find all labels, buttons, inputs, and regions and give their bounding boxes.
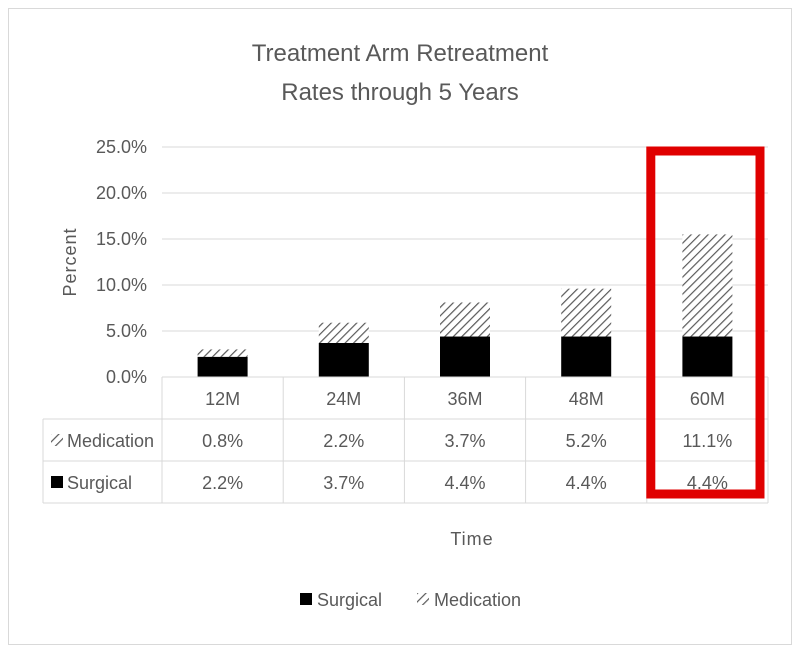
- table-row-header: Surgical: [67, 473, 132, 493]
- chart-title-line-1: Treatment Arm Retreatment: [252, 40, 549, 67]
- legend: Surgical Medication: [300, 590, 521, 610]
- x-category-label: 36M: [447, 389, 482, 409]
- legend-label-medication: Medication: [434, 590, 521, 610]
- bar-medication-12m: [197, 349, 248, 357]
- table-cell: 2.2%: [202, 473, 243, 493]
- table-cell: 4.4%: [444, 473, 485, 493]
- table-cell: 0.8%: [202, 431, 243, 451]
- legend-label-surgical: Surgical: [317, 590, 382, 610]
- y-tick-label: 10.0%: [96, 275, 147, 295]
- table-key-medication: [51, 434, 63, 446]
- bar-surgical-36m: [440, 336, 490, 377]
- y-tick-label: 15.0%: [96, 229, 147, 249]
- x-category-label: 48M: [569, 389, 604, 409]
- bar-medication-24m: [318, 322, 369, 343]
- table-key-surgical: [51, 476, 63, 488]
- y-tick-label: 25.0%: [96, 137, 147, 157]
- table-cell: 11.1%: [683, 431, 733, 451]
- y-axis-ticks: 0.0% 5.0% 10.0% 15.0% 20.0% 25.0%: [96, 137, 147, 387]
- y-tick-label: 20.0%: [96, 183, 147, 203]
- table-cell: 2.2%: [323, 431, 364, 451]
- table-cell: 3.7%: [323, 473, 364, 493]
- y-tick-label: 0.0%: [106, 367, 147, 387]
- x-category-label: 24M: [326, 389, 361, 409]
- bars: [197, 234, 733, 377]
- bar-medication-36m: [440, 302, 490, 337]
- bar-surgical-48m: [561, 336, 612, 377]
- x-axis-title: Time: [450, 529, 493, 549]
- table-row-header: Medication: [67, 431, 154, 451]
- y-axis-title: Percent: [60, 227, 80, 296]
- bar-surgical-24m: [318, 342, 369, 377]
- legend-key-medication: [417, 593, 429, 605]
- bar-medication-48m: [561, 288, 612, 337]
- highlight-box-60m: [646, 146, 765, 499]
- legend-key-surgical: [300, 593, 312, 605]
- table-cell: 4.4%: [566, 473, 607, 493]
- data-table: 12M 24M 36M 48M 60M Medication 0.8% 2.2% 3.7% 5.2…: [42, 376, 769, 504]
- table-cell: 5.2%: [566, 431, 607, 451]
- y-tick-label: 5.0%: [106, 321, 147, 341]
- bar-medication-60m: [682, 234, 733, 337]
- table-cell: 3.7%: [444, 431, 485, 451]
- table-cell: 4.4%: [687, 473, 728, 493]
- bar-surgical-12m: [197, 356, 248, 377]
- chart-title-line-2: Rates through 5 Years: [281, 79, 519, 106]
- chart-frame: [8, 8, 792, 645]
- x-category-label: 60M: [690, 389, 725, 409]
- bar-surgical-60m: [682, 336, 733, 377]
- x-category-label: 12M: [205, 389, 240, 409]
